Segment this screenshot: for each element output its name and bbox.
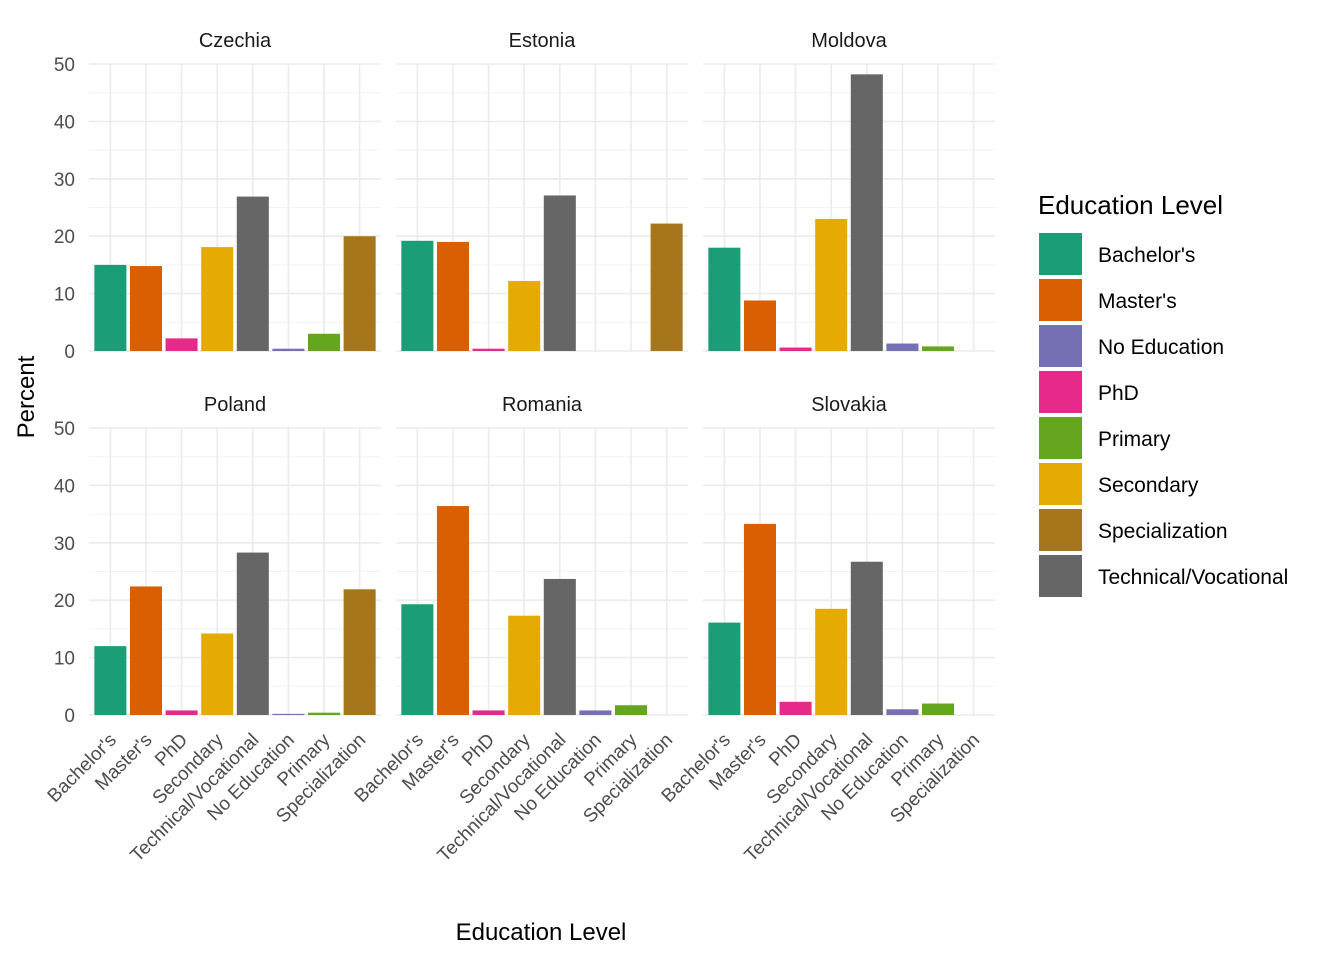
bar-estonia-phd [472, 348, 505, 351]
y-tick-label: 10 [54, 649, 75, 670]
bar-czechia-phd [165, 338, 198, 351]
legend-title: Education Level [1038, 190, 1223, 220]
legend-item: PhD [1039, 371, 1139, 413]
bar-czechia-master-s [129, 266, 162, 351]
y-tick-label: 50 [54, 55, 75, 76]
bar-romania-primary [615, 705, 648, 715]
y-tick-label: 40 [54, 476, 75, 497]
legend: Education Level Bachelor's Master's No Edu… [1038, 190, 1288, 597]
bar-estonia-bachelor-s [401, 240, 434, 351]
legend-swatch [1039, 417, 1082, 459]
bar-moldova-no-education [886, 343, 919, 351]
bar-slovakia-master-s [743, 523, 776, 715]
panel-estonia: Estonia [396, 30, 688, 352]
bar-slovakia-primary [922, 703, 955, 715]
legend-swatch [1039, 371, 1082, 413]
y-tick-label: 40 [54, 112, 75, 133]
panel-romania: RomaniaBachelor'sMaster'sPhDSecondaryTec… [351, 394, 688, 866]
legend-label: Bachelor's [1098, 244, 1195, 267]
legend-label: No Education [1098, 336, 1224, 359]
bar-romania-master-s [436, 506, 469, 715]
legend-swatch [1039, 233, 1082, 275]
bar-slovakia-phd [779, 701, 812, 715]
bar-slovakia-bachelor-s [708, 622, 741, 715]
bar-poland-no-education [272, 713, 305, 715]
bar-slovakia-no-education [886, 709, 919, 715]
bar-romania-secondary [508, 615, 541, 715]
bar-romania-technical-vocational [543, 578, 576, 715]
bar-czechia-bachelor-s [94, 264, 127, 351]
legend-label: Specialization [1098, 520, 1228, 543]
panel-title: Moldova [811, 30, 887, 52]
bar-moldova-primary [922, 346, 955, 351]
bar-estonia-technical-vocational [543, 195, 576, 351]
legend-label: PhD [1098, 382, 1139, 405]
panel-title: Poland [204, 394, 266, 416]
y-tick-label: 10 [54, 285, 75, 306]
bar-poland-specialization [343, 589, 376, 715]
bar-moldova-secondary [815, 218, 848, 351]
panel-title: Estonia [509, 30, 577, 52]
bar-estonia-master-s [436, 241, 469, 351]
x-axis-title: Education Level [456, 919, 627, 946]
bar-czechia-no-education [272, 348, 305, 351]
y-axis-title: Percent [13, 355, 40, 438]
bar-romania-phd [472, 710, 505, 715]
bar-estonia-secondary [508, 280, 541, 351]
bar-estonia-specialization [650, 223, 683, 351]
legend-swatch [1039, 463, 1082, 505]
legend-label: Secondary [1098, 474, 1199, 497]
legend-label: Master's [1098, 290, 1177, 313]
bar-slovakia-secondary [815, 608, 848, 715]
y-tick-label: 20 [54, 591, 75, 612]
y-tick-label: 0 [64, 706, 75, 727]
bar-poland-bachelor-s [94, 646, 127, 715]
legend-swatch [1039, 325, 1082, 367]
panel-title: Romania [502, 394, 583, 416]
y-tick-label: 30 [54, 534, 75, 555]
bar-czechia-specialization [343, 236, 376, 351]
y-tick-label: 20 [54, 227, 75, 248]
bar-poland-secondary [201, 633, 234, 715]
legend-item: Specialization [1039, 509, 1228, 551]
y-tick-label: 0 [64, 342, 75, 363]
bar-poland-master-s [129, 586, 162, 715]
legend-swatch [1039, 555, 1082, 597]
legend-item: No Education [1039, 325, 1224, 367]
bar-poland-technical-vocational [236, 552, 269, 715]
panel-title: Slovakia [811, 394, 887, 416]
bar-poland-primary [308, 712, 341, 715]
legend-item: Bachelor's [1039, 233, 1195, 275]
bar-romania-no-education [579, 710, 612, 715]
legend-item: Secondary [1039, 463, 1199, 505]
bar-czechia-technical-vocational [236, 196, 269, 351]
bar-moldova-bachelor-s [708, 247, 741, 351]
y-tick-label: 30 [54, 170, 75, 191]
y-tick-label: 50 [54, 419, 75, 440]
legend-item: Technical/Vocational [1039, 555, 1288, 597]
panel-poland: Poland01020304050Bachelor'sMaster'sPhDSe… [44, 394, 381, 866]
legend-item: Master's [1039, 279, 1177, 321]
bar-czechia-secondary [201, 247, 234, 351]
legend-swatch [1039, 509, 1082, 551]
bar-romania-bachelor-s [401, 604, 434, 715]
legend-items: Bachelor's Master's No Education PhD Primary… [1039, 233, 1288, 597]
panel-czechia: Czechia 0 10 20 30 40 50 [54, 30, 381, 363]
legend-item: Primary [1039, 417, 1171, 459]
bar-moldova-master-s [743, 300, 776, 351]
panel-title: Czechia [199, 30, 272, 52]
panels-layer: Czechia 0 10 20 30 40 50 Estonia Moldova Poland 0 1… [44, 30, 995, 866]
legend-label: Technical/Vocational [1098, 566, 1288, 589]
legend-swatch [1039, 279, 1082, 321]
panel-moldova: Moldova [703, 30, 995, 352]
bar-slovakia-technical-vocational [850, 561, 883, 715]
bar-moldova-phd [779, 347, 812, 351]
panel-slovakia: SlovakiaBachelor'sMaster'sPhDSecondaryTe… [658, 394, 995, 866]
bar-poland-phd [165, 710, 198, 715]
legend-label: Primary [1098, 428, 1171, 451]
bar-moldova-technical-vocational [850, 74, 883, 351]
bar-czechia-primary [308, 333, 341, 351]
